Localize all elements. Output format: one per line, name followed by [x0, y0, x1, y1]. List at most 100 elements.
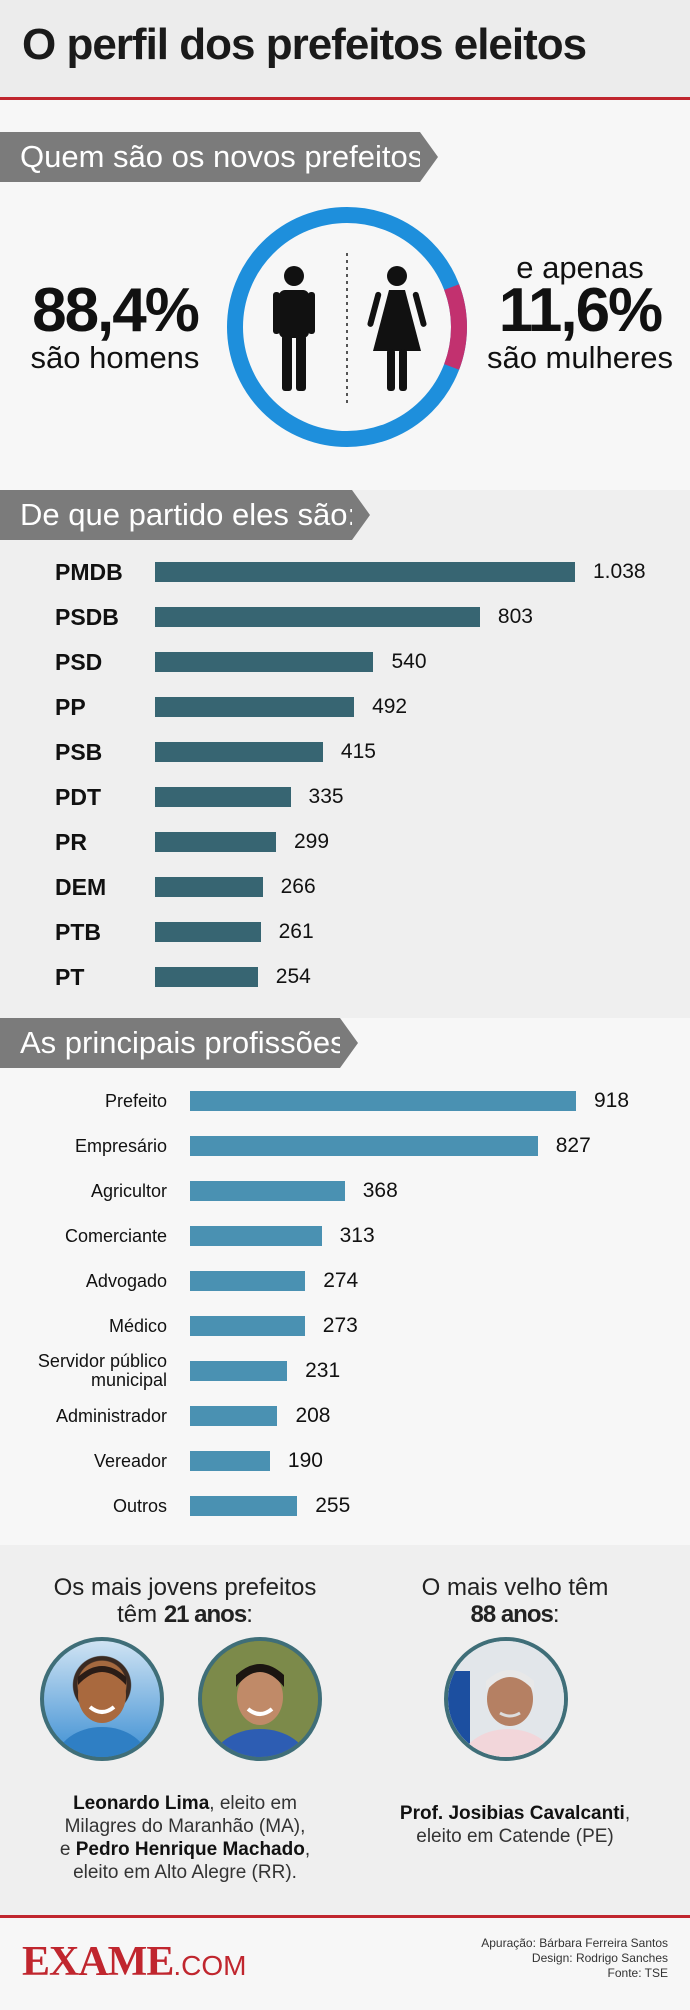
party-value: 540	[391, 650, 427, 673]
profession-value: 255	[315, 1494, 351, 1517]
profession-bar	[190, 1361, 288, 1381]
oldest-heading: O mais velho têm 88 anos:	[380, 1574, 650, 1628]
avatar-pedro-henrique-machado	[198, 1637, 322, 1761]
men-ring	[227, 207, 467, 447]
youngest-desc-2a: ,	[304, 1839, 311, 1860]
profession-bar	[190, 1136, 538, 1156]
exame-logo[interactable]: EXAME.COM	[22, 1938, 246, 1986]
profession-value: 273	[322, 1314, 358, 1337]
profession-label: Advogado	[85, 1270, 167, 1291]
oldest-caption: Prof. Josibias Cavalcanti, eleito em Cat…	[370, 1802, 660, 1848]
party-bar	[155, 742, 323, 762]
avatar-leonardo-lima	[40, 1637, 164, 1761]
party-value: 266	[280, 875, 316, 898]
party-label: PTB	[55, 919, 101, 945]
youngest-desc-1a: , eleito em	[209, 1793, 297, 1814]
party-value: 299	[293, 830, 330, 853]
section-title-party: De que partido eles são:	[0, 490, 370, 540]
party-value: 261	[278, 920, 314, 943]
oldest-age: 88 anos	[470, 1601, 553, 1628]
profession-value: 368	[362, 1179, 398, 1202]
party-value: 1.038	[593, 560, 646, 583]
party-label: PSD	[55, 649, 103, 675]
profession-value: 918	[594, 1089, 630, 1112]
profession-label: Outros	[112, 1495, 167, 1516]
profession-value: 190	[287, 1449, 323, 1472]
women-label: são mulheres	[486, 340, 674, 375]
youngest-name-1: Leonardo Lima	[73, 1793, 210, 1814]
profession-bar	[190, 1496, 298, 1516]
men-percentage: 88,4%	[32, 276, 200, 345]
party-bar	[155, 652, 374, 672]
logo-main: EXAME	[22, 1939, 174, 1985]
credit-design: Design: Rodrigo Sanches	[531, 1951, 668, 1965]
party-bar	[155, 922, 261, 942]
credit-research: Apuração: Bárbara Ferreira Santos	[481, 1936, 668, 1950]
men-label: são homens	[30, 340, 200, 375]
party-value: 415	[340, 740, 376, 763]
youngest-heading: Os mais jovens prefeitos têm 21 anos:	[20, 1574, 350, 1628]
women-ring-segment	[227, 207, 467, 447]
women-percentage: 11,6%	[498, 276, 663, 345]
youngest-heading-line1: Os mais jovens prefeitos	[53, 1574, 317, 1601]
header-bar	[0, 0, 690, 100]
party-value: 254	[275, 965, 311, 988]
profession-label: Vereador	[93, 1450, 167, 1471]
party-label: PSB	[55, 739, 103, 765]
party-label: PSDB	[55, 604, 119, 630]
party-bar	[155, 877, 263, 897]
oldest-heading-suffix: :	[552, 1601, 560, 1628]
section-title-professions: As principais profissões:	[0, 1018, 358, 1068]
youngest-age: 21 anos	[163, 1601, 247, 1628]
profession-label: Comerciante	[64, 1225, 167, 1246]
profession-bar	[190, 1451, 270, 1471]
profession-bar	[190, 1271, 306, 1291]
party-label: PDT	[55, 784, 101, 810]
section-title-gender: Quem são os novos prefeitos:	[0, 132, 438, 182]
youngest-heading-suffix: :	[246, 1601, 253, 1628]
youngest-conjunction: e	[59, 1839, 76, 1860]
profession-bar	[190, 1226, 322, 1246]
page-title: O perfil dos prefeitos eleitos	[22, 20, 587, 69]
women-prefix: e apenas	[516, 250, 644, 285]
party-label: PMDB	[55, 559, 123, 585]
profession-bar	[190, 1091, 576, 1111]
profession-value: 208	[295, 1404, 331, 1427]
profession-label: Agricultor	[90, 1180, 167, 1201]
party-value: 803	[497, 605, 533, 628]
party-bar	[155, 787, 291, 807]
oldest-desc-b: eleito em Catende (PE)	[416, 1826, 614, 1847]
oldest-desc-a: ,	[624, 1803, 631, 1824]
party-value: 492	[372, 695, 408, 718]
youngest-caption: Leonardo Lima, eleito em Milagres do Mar…	[20, 1792, 350, 1884]
oldest-heading-line1: O mais velho têm	[421, 1574, 609, 1601]
youngest-heading-prefix: têm	[117, 1601, 164, 1628]
gender-donut-chart	[227, 207, 467, 447]
man-icon	[273, 266, 315, 391]
profession-value: 231	[305, 1359, 341, 1382]
party-bar	[155, 697, 355, 717]
party-value: 335	[308, 785, 344, 808]
party-bar	[155, 562, 575, 582]
profession-bar	[190, 1181, 345, 1201]
profession-bar	[190, 1406, 278, 1426]
profession-label: Médico	[108, 1315, 167, 1336]
profession-bar	[190, 1316, 305, 1336]
credit-source: Fonte: TSE	[607, 1966, 668, 1980]
profession-label: Administrador	[55, 1405, 167, 1426]
avatar-josibias-cavalcanti	[444, 1637, 568, 1761]
profession-label: Empresário	[74, 1135, 167, 1156]
party-label: DEM	[55, 874, 107, 900]
profession-label: Servidor público municipal	[37, 1351, 167, 1390]
party-label: PR	[55, 829, 87, 855]
party-label: PP	[55, 694, 86, 720]
woman-icon	[367, 266, 427, 391]
party-bar	[155, 832, 276, 852]
profession-value: 313	[339, 1224, 375, 1247]
logo-suffix: .COM	[173, 1950, 247, 1981]
credits: Apuração: Bárbara Ferreira Santos Design…	[380, 1936, 668, 1981]
party-bar	[155, 967, 258, 987]
youngest-desc-2b: eleito em Alto Alegre (RR).	[73, 1862, 297, 1883]
profession-value: 274	[323, 1269, 359, 1292]
profession-value: 827	[555, 1134, 591, 1157]
